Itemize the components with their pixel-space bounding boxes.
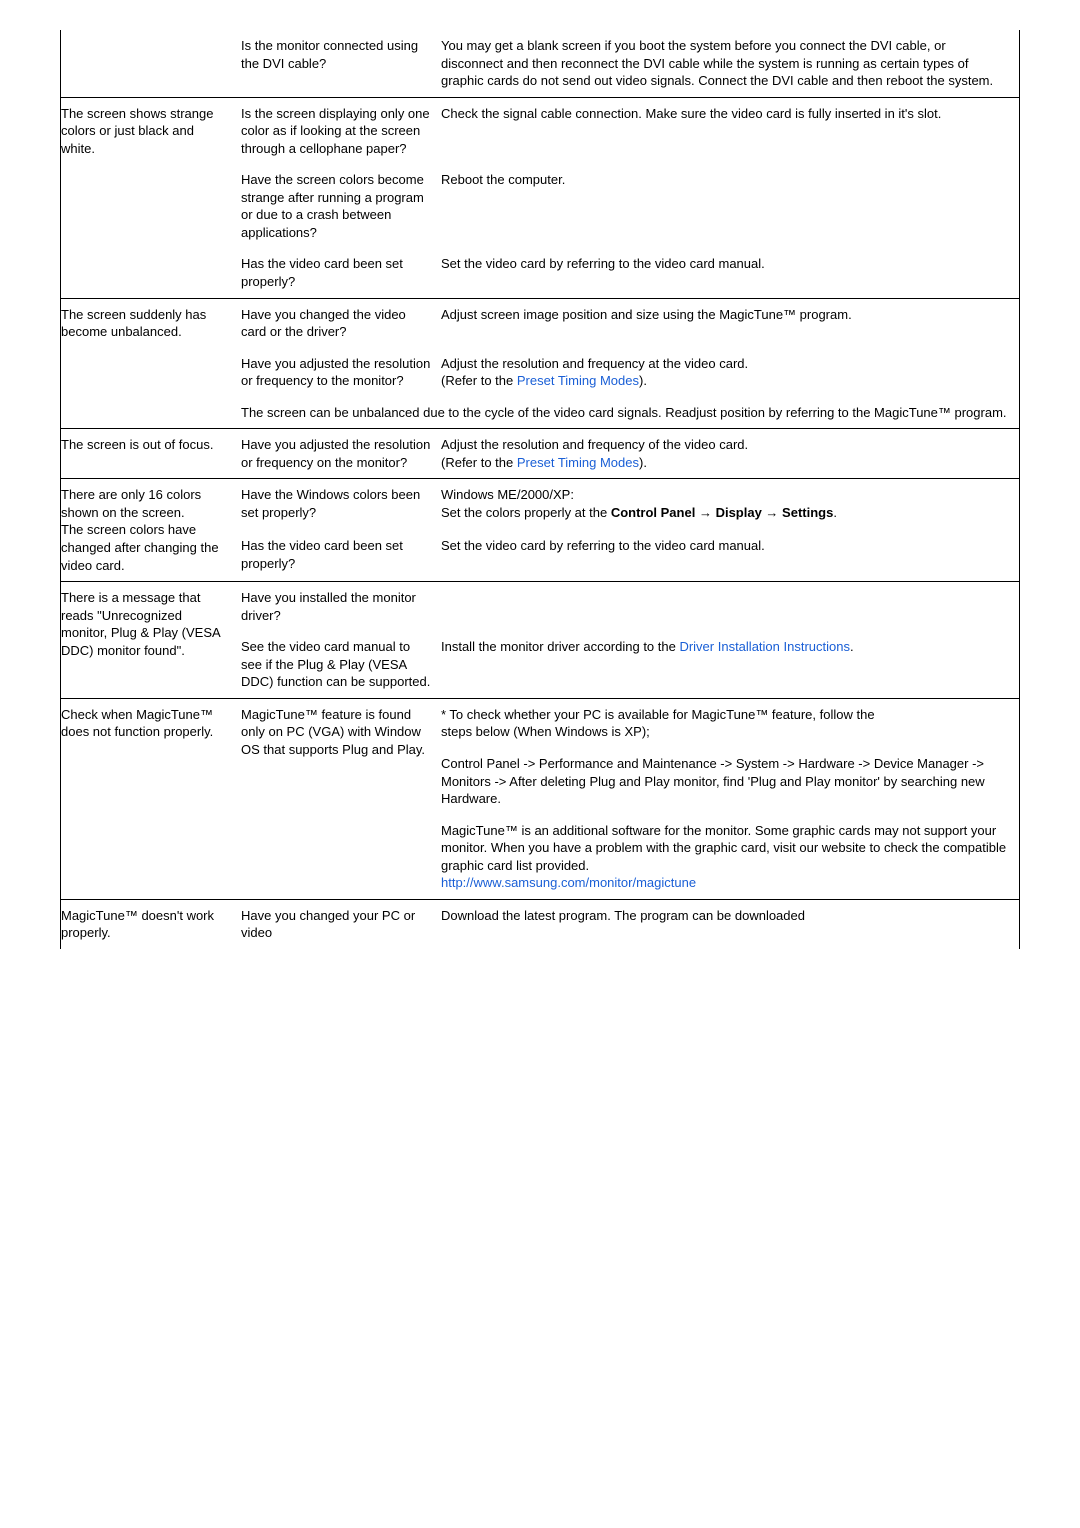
solution-cell xyxy=(441,582,1019,631)
bold-text: Settings xyxy=(782,505,833,520)
solution-cell: * To check whether your PC is available … xyxy=(441,699,1019,748)
check-cell: MagicTune™ feature is found only on PC (… xyxy=(241,699,441,899)
check-cell: Has the video card been set properly? xyxy=(241,530,441,581)
body-text: The screen can be unbalanced due to the … xyxy=(241,405,1007,420)
check-cell: Have you installed the monitor driver? xyxy=(241,582,441,631)
symptom-cell xyxy=(61,397,241,429)
solution-cell: Windows ME/2000/XP:Set the colors proper… xyxy=(441,479,1019,530)
solution-cell: Adjust screen image position and size us… xyxy=(441,299,1019,348)
solution-cell: Adjust the resolution and frequency at t… xyxy=(441,348,1019,397)
check-cell: See the video card manual to see if the … xyxy=(241,631,441,698)
note-cell: The screen can be unbalanced due to the … xyxy=(241,397,1019,429)
body-text: Reboot the computer. xyxy=(441,172,565,187)
body-text: Install the monitor driver according to … xyxy=(441,639,679,654)
symptom-cell xyxy=(61,248,241,298)
check-cell: Have the Windows colors been set properl… xyxy=(241,479,441,530)
solution-cell: Set the video card by referring to the v… xyxy=(441,530,1019,581)
table-row: MagicTune™ doesn't work properly.Have yo… xyxy=(61,900,1019,949)
body-text: Adjust screen image position and size us… xyxy=(441,307,852,322)
body-text: You may get a blank screen if you boot t… xyxy=(441,38,993,88)
body-text: Control Panel -> Performance and Mainten… xyxy=(441,756,985,806)
check-cell: Have the screen colors become strange af… xyxy=(241,164,441,248)
body-text: . xyxy=(833,505,837,520)
inline-link[interactable]: Preset Timing Modes xyxy=(517,455,639,470)
solution-cell: Control Panel -> Performance and Mainten… xyxy=(441,748,1019,815)
check-cell: Have you adjusted the resolution or freq… xyxy=(241,348,441,397)
symptom-cell: MagicTune™ doesn't work properly. xyxy=(61,900,241,949)
body-text: * To check whether your PC is available … xyxy=(441,707,875,740)
solution-cell: Adjust the resolution and frequency of t… xyxy=(441,429,1019,479)
table-row: There is a message that reads "Unrecogni… xyxy=(61,582,1019,631)
body-text: Set the video card by referring to the v… xyxy=(441,256,765,271)
troubleshooting-table: Is the monitor connected using the DVI c… xyxy=(61,30,1019,949)
solution-cell: MagicTune™ is an additional software for… xyxy=(441,815,1019,900)
body-text: Windows ME/2000/XP:Set the colors proper… xyxy=(441,487,611,520)
table-row: The screen shows strange colors or just … xyxy=(61,98,1019,165)
check-cell: Has the video card been set properly? xyxy=(241,248,441,298)
check-cell: Is the monitor connected using the DVI c… xyxy=(241,30,441,97)
table-row: Check when MagicTune™ does not function … xyxy=(61,699,1019,748)
symptom-cell xyxy=(61,348,241,397)
table-row: Is the monitor connected using the DVI c… xyxy=(61,30,1019,97)
body-text: ). xyxy=(639,455,647,470)
check-cell: Is the screen displaying only one color … xyxy=(241,98,441,165)
symptom-cell: The screen shows strange colors or just … xyxy=(61,98,241,165)
body-text: MagicTune™ is an additional software for… xyxy=(441,823,1006,873)
bold-text: Display xyxy=(716,505,762,520)
body-text: Download the latest program. The program… xyxy=(441,908,805,923)
check-cell: Have you changed the video card or the d… xyxy=(241,299,441,348)
body-text: ). xyxy=(639,373,647,388)
table-row: The screen can be unbalanced due to the … xyxy=(61,397,1019,429)
bold-text: Control Panel xyxy=(611,505,696,520)
solution-cell: Set the video card by referring to the v… xyxy=(441,248,1019,298)
symptom-cell: The screen suddenly has become unbalance… xyxy=(61,299,241,348)
table-row: The screen is out of focus.Have you adju… xyxy=(61,429,1019,479)
body-text: → xyxy=(695,505,715,520)
table-row: The screen suddenly has become unbalance… xyxy=(61,299,1019,348)
solution-cell: Install the monitor driver according to … xyxy=(441,631,1019,698)
check-cell: Have you changed your PC or video xyxy=(241,900,441,949)
symptom-cell xyxy=(61,30,241,97)
symptom-cell: There is a message that reads "Unrecogni… xyxy=(61,582,241,698)
body-text: Set the video card by referring to the v… xyxy=(441,538,765,553)
solution-cell: Reboot the computer. xyxy=(441,164,1019,248)
solution-cell: You may get a blank screen if you boot t… xyxy=(441,30,1019,97)
symptom-cell xyxy=(61,164,241,248)
symptom-cell: The screen is out of focus. xyxy=(61,429,241,479)
symptom-cell: There are only 16 colors shown on the sc… xyxy=(61,479,241,581)
table-row: Has the video card been set properly?Set… xyxy=(61,248,1019,298)
table-row: There are only 16 colors shown on the sc… xyxy=(61,479,1019,530)
inline-link[interactable]: http://www.samsung.com/monitor/magictune xyxy=(441,875,696,890)
body-text: → xyxy=(762,505,782,520)
table-row: Have the screen colors become strange af… xyxy=(61,164,1019,248)
table-row: Have you adjusted the resolution or freq… xyxy=(61,348,1019,397)
symptom-cell: Check when MagicTune™ does not function … xyxy=(61,699,241,899)
solution-cell: Check the signal cable connection. Make … xyxy=(441,98,1019,165)
inline-link[interactable]: Driver Installation Instructions xyxy=(679,639,850,654)
inline-link[interactable]: Preset Timing Modes xyxy=(517,373,639,388)
solution-cell: Download the latest program. The program… xyxy=(441,900,1019,949)
body-text: . xyxy=(850,639,854,654)
check-cell: Have you adjusted the resolution or freq… xyxy=(241,429,441,479)
body-text: Check the signal cable connection. Make … xyxy=(441,106,941,121)
